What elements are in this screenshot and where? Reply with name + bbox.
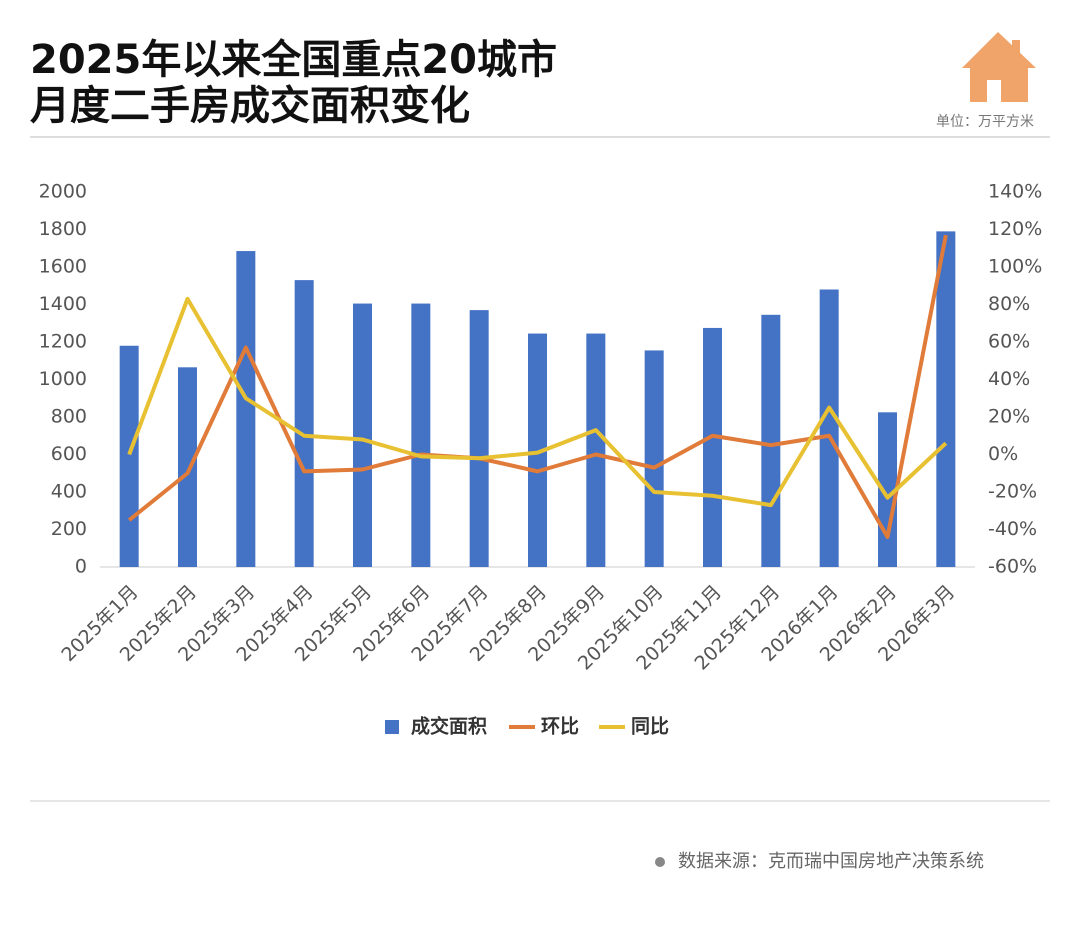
- y-tick-label: 1200: [39, 331, 87, 353]
- bar: [178, 367, 197, 567]
- unit-label: 单位：万平方米: [936, 114, 1034, 130]
- y-tick-label: 1400: [39, 293, 87, 315]
- bar: [586, 333, 606, 567]
- y2-tick-label: 40%: [988, 368, 1030, 390]
- bar: [703, 327, 722, 567]
- y2-tick-label: 60%: [988, 331, 1030, 353]
- bar: [236, 251, 256, 567]
- y-tick-label: 1000: [39, 368, 87, 390]
- source-note: 数据来源：克而瑞中国房地产决策系统: [678, 851, 984, 872]
- y-tick-label: 1800: [39, 218, 87, 240]
- line-series: [127, 296, 948, 508]
- legend-label: 同比: [631, 716, 669, 738]
- y2-tick-label: 140%: [988, 181, 1042, 203]
- y-tick-label: 0: [75, 556, 87, 578]
- legend-swatch: [385, 720, 399, 734]
- bar: [411, 303, 431, 567]
- house-icon: [962, 32, 1036, 102]
- y2-tick-label: 120%: [988, 218, 1042, 240]
- legend-label: 成交面积: [411, 715, 487, 738]
- bar: [528, 333, 547, 567]
- y-tick-label: 800: [51, 406, 87, 428]
- y2-tick-label: -60%: [988, 556, 1037, 578]
- y2-tick-label: 20%: [988, 406, 1030, 428]
- y2-tick-label: -20%: [988, 481, 1037, 503]
- y2-tick-label: 100%: [988, 256, 1042, 278]
- chart-subtitle: 月度二手房成交面积变化: [30, 83, 470, 129]
- bar: [353, 303, 372, 567]
- y2-tick-label: 80%: [988, 293, 1030, 315]
- bar: [761, 314, 781, 567]
- bar: [294, 280, 314, 567]
- legend-label: 环比: [541, 716, 579, 738]
- y-tick-label: 2000: [39, 181, 87, 203]
- y-tick-label: 1600: [39, 256, 87, 278]
- y-tick-label: 200: [51, 518, 87, 540]
- source-bullet: [655, 857, 665, 867]
- y2-tick-label: 0%: [988, 443, 1018, 465]
- bar: [819, 289, 839, 567]
- bar: [469, 310, 489, 567]
- y2-tick-label: -40%: [988, 518, 1037, 540]
- y-tick-label: 400: [51, 481, 87, 503]
- chart-title: 2025年以来全国重点20城市: [30, 37, 557, 83]
- bar: [119, 345, 139, 567]
- y-tick-label: 600: [51, 443, 87, 465]
- bar: [936, 231, 956, 567]
- bar: [644, 350, 664, 567]
